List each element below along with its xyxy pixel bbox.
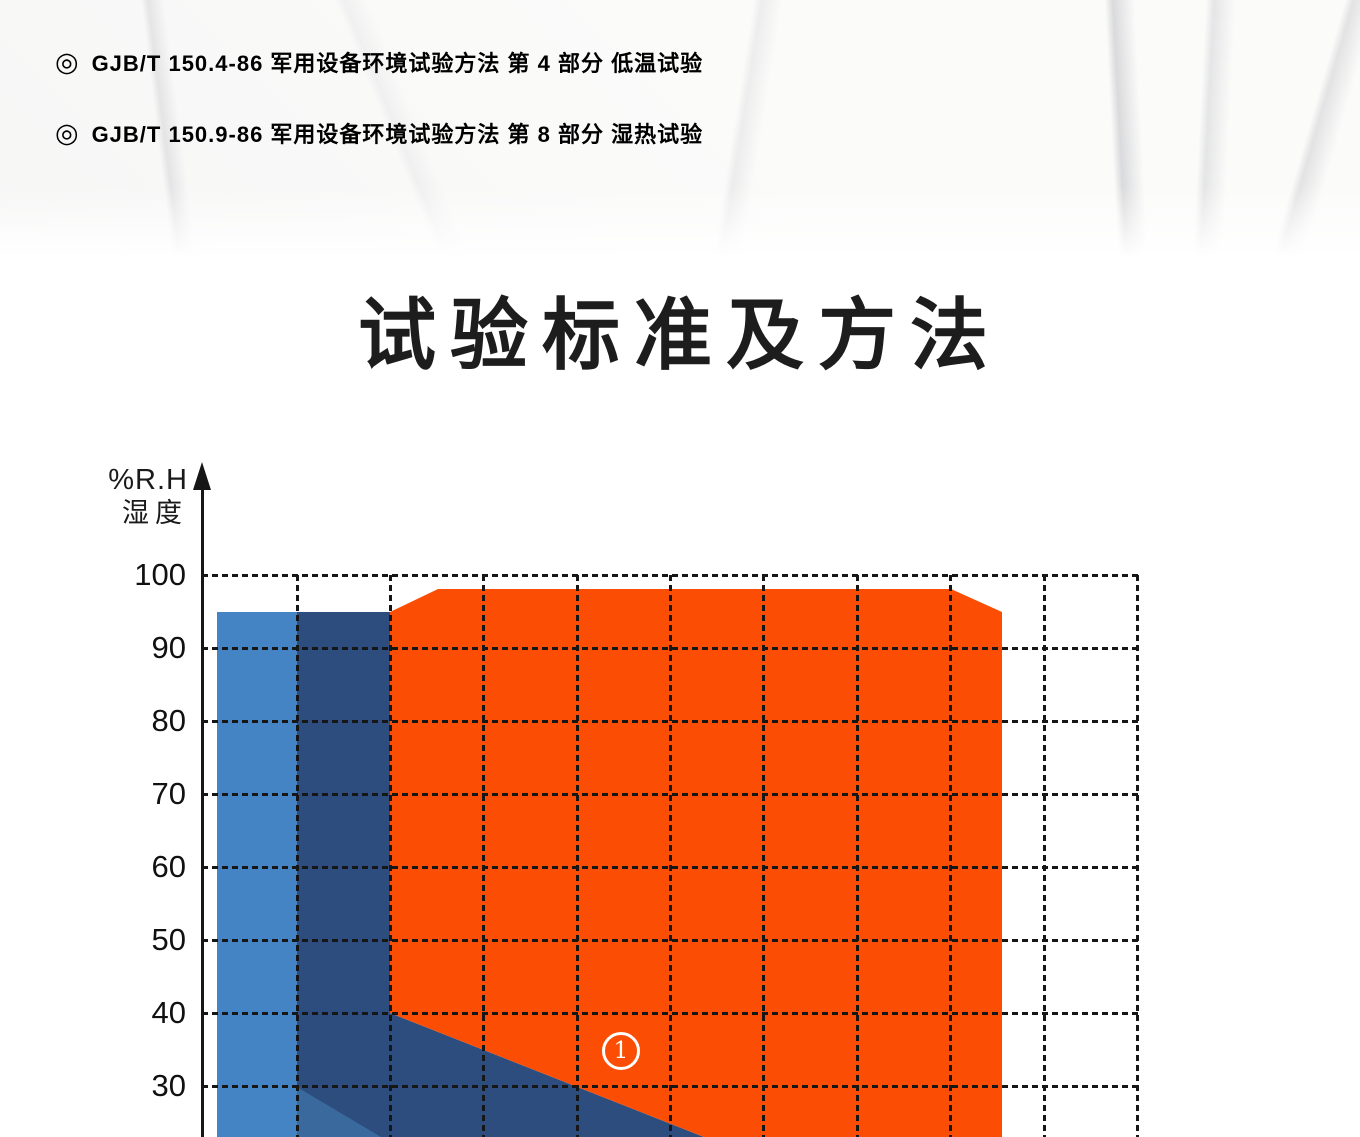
gridline-v-7 — [856, 575, 859, 1137]
y-tick-60: 60 — [151, 849, 186, 884]
section-title: 试验标准及方法 — [357, 291, 1002, 379]
region-1-circled-marker: 1 — [602, 1032, 640, 1070]
y-tick-100: 100 — [134, 557, 186, 592]
bullseye-bullet-icon: ◎ — [55, 46, 79, 77]
y-axis-name-label: 湿度 — [122, 498, 188, 528]
region-1-digit: 1 — [613, 1037, 629, 1064]
gridline-v-3 — [482, 575, 485, 1137]
y-axis-arrow-icon — [193, 462, 211, 490]
y-tick-50: 50 — [151, 922, 186, 957]
standard-item-2: ◎ GJB/T 150.9-86 军用设备环境试验方法 第 8 部分 湿热试验 — [55, 117, 703, 149]
y-tick-70: 70 — [151, 776, 186, 811]
y-tick-90: 90 — [151, 630, 186, 665]
region-light-blue-envelope — [217, 612, 297, 1137]
y-tick-40: 40 — [151, 995, 186, 1030]
standard-item-1: ◎ GJB/T 150.4-86 军用设备环境试验方法 第 4 部分 低温试验 — [55, 46, 703, 78]
y-axis-unit-label: %R.H — [108, 464, 188, 496]
gridline-v-1 — [296, 575, 299, 1137]
standard-text-1: GJB/T 150.4-86 军用设备环境试验方法 第 4 部分 低温试验 — [91, 51, 704, 76]
y-axis-line — [201, 486, 204, 1137]
region-orange-envelope — [390, 589, 1002, 1137]
standard-text-2: GJB/T 150.9-86 军用设备环境试验方法 第 8 部分 湿热试验 — [91, 122, 704, 147]
y-tick-80: 80 — [151, 703, 186, 738]
gridline-v-6 — [762, 575, 765, 1137]
y-tick-30: 30 — [151, 1068, 186, 1103]
gridline-v-5 — [669, 575, 672, 1137]
gridline-v-4 — [576, 575, 579, 1137]
gridline-v-2 — [389, 575, 392, 1137]
gridline-v-9 — [1043, 575, 1046, 1137]
bullseye-bullet-icon: ◎ — [55, 117, 79, 148]
standards-header: ◎ GJB/T 150.4-86 军用设备环境试验方法 第 4 部分 低温试验 … — [0, 0, 1360, 258]
gridline-v-10 — [1136, 575, 1139, 1137]
gridline-v-8 — [949, 575, 952, 1137]
